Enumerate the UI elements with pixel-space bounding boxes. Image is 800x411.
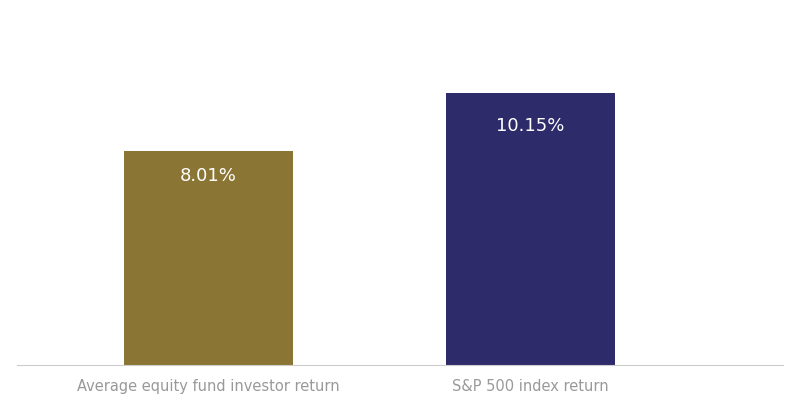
Text: 10.15%: 10.15% [496,117,565,135]
Bar [446,93,614,365]
Bar [124,150,293,365]
Text: 8.01%: 8.01% [180,167,237,185]
